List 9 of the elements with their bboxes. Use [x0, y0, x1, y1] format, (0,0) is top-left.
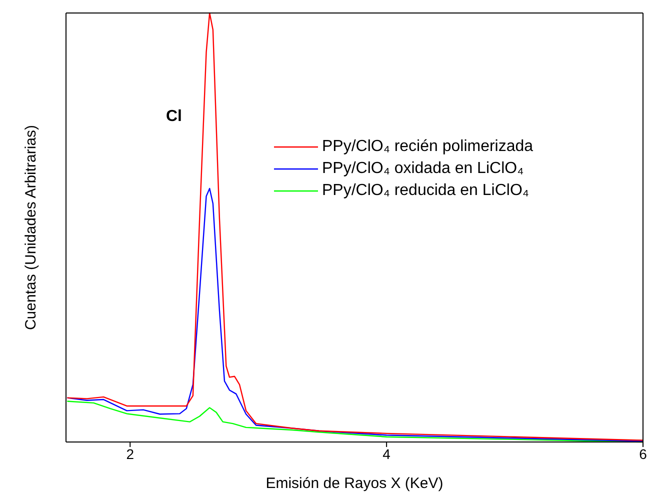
x-axis-title: Emisión de Rayos X (KeV) — [266, 475, 444, 492]
legend-label: PPy/ClO₄ reducida en LiClO₄ — [322, 182, 529, 200]
x-tick-label: 2 — [126, 446, 134, 462]
y-axis-title: Cuentas (Unidades Arbitrarias) — [22, 124, 40, 330]
x-tick-label: 4 — [382, 446, 391, 462]
annotation: Cl — [166, 108, 182, 126]
legend-label: PPy/ClO₄ oxidada en LiClO₄ — [322, 160, 524, 178]
legend-label: PPy/ClO₄ recién polimerizada — [322, 138, 534, 156]
x-tick-label: 6 — [639, 446, 647, 462]
